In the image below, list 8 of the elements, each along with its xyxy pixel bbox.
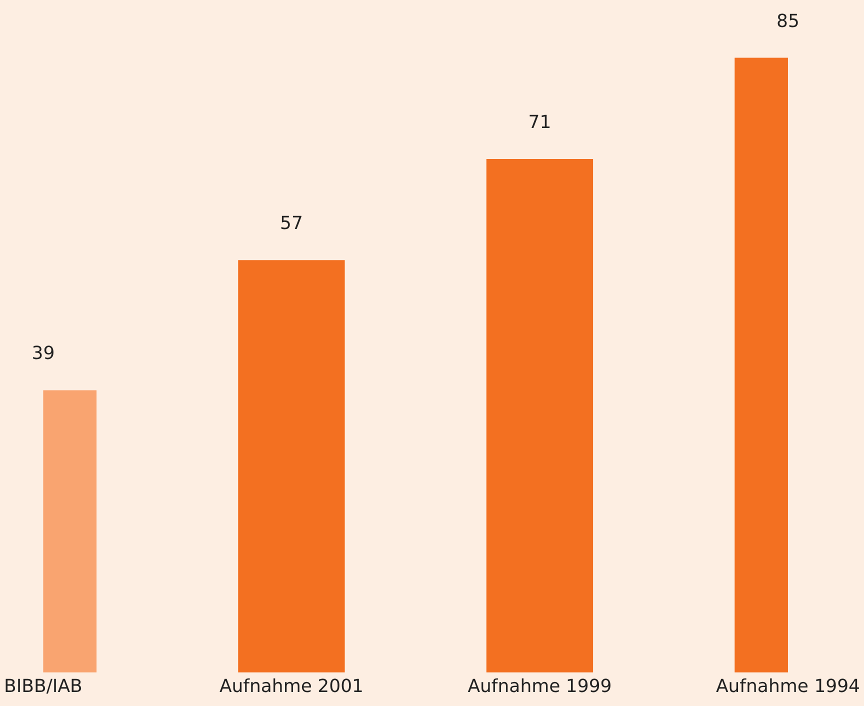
data-label: 71 bbox=[528, 112, 552, 133]
x-tick-label: Aufnahme 1994 bbox=[716, 676, 860, 697]
data-label: 39 bbox=[32, 343, 55, 364]
x-tick-label: Aufnahme 2001 bbox=[219, 676, 364, 697]
data-label: 85 bbox=[776, 10, 800, 32]
x-tick-label: Aufnahme 1999 bbox=[468, 676, 612, 697]
x-tick-label: BIBB/IAB bbox=[4, 676, 82, 697]
data-label: 57 bbox=[280, 213, 303, 234]
